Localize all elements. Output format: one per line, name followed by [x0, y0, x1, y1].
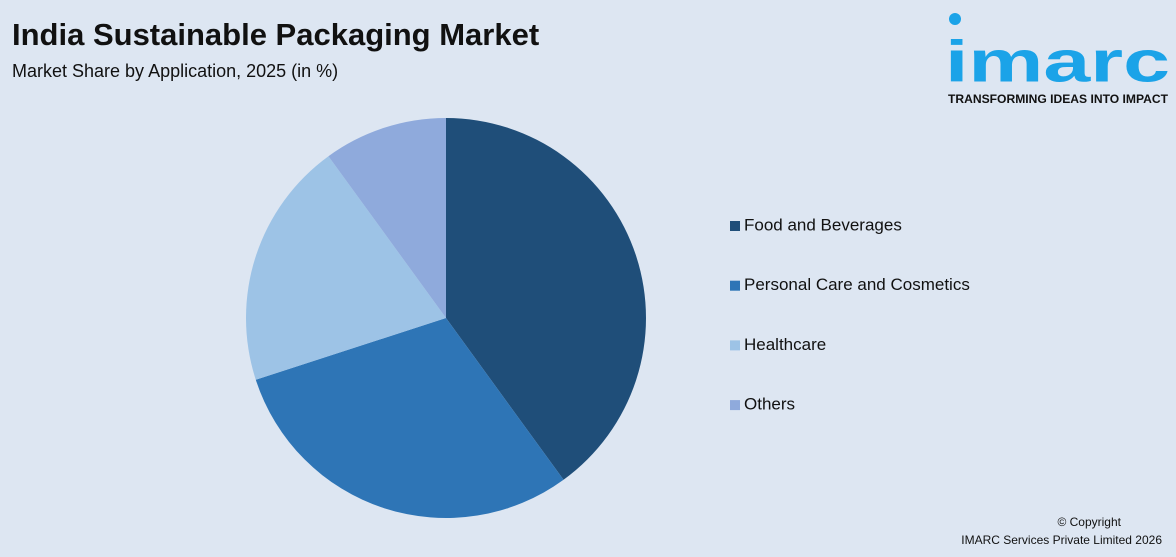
legend-swatch: [730, 280, 740, 291]
chart-subtitle: Market Share by Application, 2025 (in %): [12, 61, 338, 81]
pie-slice: [328, 118, 446, 318]
logo-dot: [949, 13, 961, 25]
copyright: © Copyright: [1057, 515, 1121, 529]
legend-swatch: [730, 340, 740, 351]
legend-label: Food and Beverages: [744, 215, 902, 234]
pie-slice: [255, 318, 564, 518]
pie-slice: [446, 118, 646, 480]
legend-label: Personal Care and Cosmetics: [744, 275, 970, 294]
logo-tagline: TRANSFORMING IDEAS INTO IMPACT: [948, 94, 1168, 106]
pie-slice: [245, 156, 446, 380]
company: IMARC Services Private Limited 2026: [961, 533, 1162, 547]
chart-title: India Sustainable Packaging Market: [12, 17, 539, 52]
legend-swatch: [730, 221, 740, 231]
legend-label: Others: [744, 395, 795, 414]
logo: imarc: [945, 29, 1170, 94]
legend-label: Healthcare: [744, 335, 826, 354]
legend-swatch: [730, 400, 740, 411]
